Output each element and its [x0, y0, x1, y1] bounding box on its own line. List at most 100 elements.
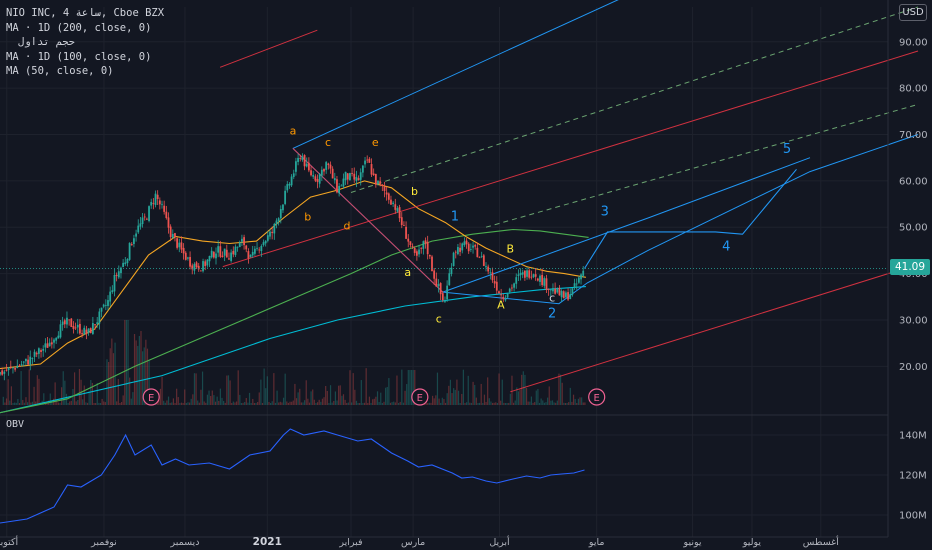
candle-body	[325, 162, 328, 170]
volume-bar	[120, 402, 123, 405]
volume-bar	[370, 402, 372, 405]
candle-body	[193, 263, 196, 271]
candle-body	[342, 178, 345, 187]
volume-bar	[4, 402, 6, 405]
volume-bar	[268, 401, 270, 405]
volume-bar	[265, 388, 267, 405]
volume-bar	[566, 402, 568, 405]
candle-body	[552, 288, 554, 292]
volume-bar	[514, 400, 516, 405]
candle-body	[357, 178, 360, 181]
volume-bar	[508, 402, 510, 405]
volume-bar	[86, 402, 89, 405]
candle-body	[374, 173, 377, 185]
candle-body	[543, 278, 546, 286]
indicator-ma100[interactable]: MA · 1D (100, close, 0)	[6, 50, 152, 63]
volume-bar	[299, 388, 301, 405]
candle-body	[307, 162, 310, 171]
earnings-marker-label: E	[417, 393, 423, 404]
candle-body	[398, 207, 401, 219]
candle-body	[558, 287, 561, 296]
volume-bar	[99, 402, 102, 405]
candle-body	[340, 185, 343, 187]
candle-body	[450, 267, 453, 274]
candle-body	[424, 240, 427, 244]
indicator-volume[interactable]: حجم تداول	[18, 36, 75, 48]
candle-body	[81, 333, 83, 335]
obv-tick-label: 140M	[899, 431, 927, 442]
indicator-ma50[interactable]: MA (50, close, 0)	[6, 65, 114, 77]
symbol-title[interactable]: NIO INC, 4 ساعة, Cboe BZX	[6, 7, 165, 19]
candle-body	[156, 194, 159, 199]
volume-bar	[96, 382, 98, 405]
volume-bar	[325, 385, 327, 405]
candle-body	[107, 300, 109, 306]
volume-bar	[210, 395, 212, 405]
candle-body	[314, 176, 317, 181]
candle-body	[117, 271, 120, 278]
candle-body	[273, 223, 276, 234]
volume-bar	[347, 402, 349, 405]
volume-bar	[14, 402, 16, 405]
volume-bar	[559, 374, 562, 405]
volume-bar	[244, 401, 246, 405]
candle-body	[305, 163, 308, 167]
candle-body	[361, 165, 364, 173]
candle-body	[182, 247, 185, 254]
volume-bar	[30, 402, 32, 405]
candle-body	[377, 180, 379, 184]
volume-bar	[538, 402, 541, 405]
volume-bar	[506, 402, 508, 405]
candle-body	[120, 267, 122, 274]
volume-bar	[10, 386, 12, 405]
volume-bar	[530, 396, 533, 405]
candle-body	[128, 242, 131, 260]
volume-bar	[517, 391, 520, 405]
candle-body	[286, 184, 289, 191]
volume-bar	[300, 402, 302, 405]
candle-body	[249, 254, 252, 258]
candle-body	[554, 288, 557, 294]
candle-body	[441, 293, 444, 301]
volume-bar	[108, 361, 110, 405]
ma50-path	[0, 180, 586, 370]
blue-pitchfork-median	[442, 157, 811, 293]
volume-bar	[227, 375, 230, 405]
indicator-ma200[interactable]: MA · 1D (200, close, 0)	[6, 21, 152, 34]
candle-body	[577, 277, 580, 283]
candle-body	[439, 283, 442, 295]
candle-body	[459, 247, 461, 252]
volume-bar	[469, 402, 471, 405]
volume-bar	[577, 398, 579, 405]
obv-legend[interactable]: OBV	[6, 419, 25, 430]
volume-bar	[104, 402, 106, 405]
volume-bar	[355, 400, 358, 405]
volume-bar	[338, 385, 340, 405]
time-tick-label: يوليو	[742, 537, 762, 548]
volume-bar	[477, 402, 479, 405]
currency-button[interactable]: USD	[899, 4, 927, 21]
earnings-marker[interactable]: E	[588, 388, 606, 406]
wave-label: c	[436, 312, 442, 325]
blue-pitchfork-lower	[442, 134, 919, 305]
volume-bar	[142, 351, 144, 405]
volume-bar	[329, 385, 332, 405]
volume-bar	[548, 386, 550, 405]
candle-body	[223, 248, 226, 256]
volume-bar	[456, 379, 458, 405]
volume-bar	[399, 401, 401, 405]
volume-bar	[237, 370, 239, 405]
pitchfork-drawing	[219, 0, 919, 393]
candle-body	[251, 251, 254, 256]
earnings-marker[interactable]: E	[411, 388, 429, 406]
candle-body	[161, 203, 163, 205]
candle-body	[407, 238, 410, 242]
volume-bar	[581, 397, 583, 405]
candle-body	[277, 218, 280, 222]
volume-bar	[234, 402, 236, 405]
volume-bar	[406, 384, 408, 405]
earnings-marker[interactable]: E	[142, 388, 160, 406]
candle-body	[290, 176, 293, 186]
candle-body	[150, 201, 153, 206]
